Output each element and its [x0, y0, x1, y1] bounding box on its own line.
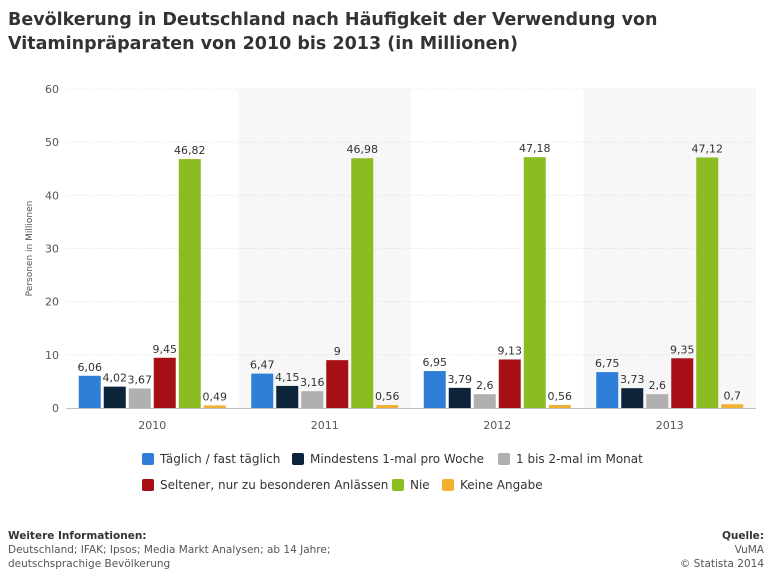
bar	[498, 359, 521, 408]
bar	[448, 387, 471, 408]
bar	[671, 358, 694, 408]
data-label: 2,6	[649, 379, 667, 392]
legend-label: Keine Angabe	[460, 478, 543, 492]
bar	[351, 158, 374, 408]
x-tick-label: 2013	[656, 419, 684, 432]
data-label: 0,56	[548, 390, 573, 403]
bar	[276, 385, 299, 408]
data-label: 3,67	[128, 373, 153, 386]
data-label: 6,06	[78, 361, 103, 374]
legend-item[interactable]: 1 bis 2-mal im Monat	[498, 452, 643, 466]
legend-item[interactable]: Täglich / fast täglich	[142, 452, 280, 466]
bars	[78, 157, 744, 408]
data-label: 46,98	[347, 143, 379, 156]
data-label: 4,15	[275, 371, 300, 384]
y-tick-label: 60	[45, 83, 59, 96]
bar	[251, 373, 274, 408]
data-label: 2,6	[476, 379, 494, 392]
info-heading: Weitere Informationen:	[8, 530, 147, 542]
bar	[596, 372, 619, 408]
bar	[721, 404, 744, 408]
y-tick-label: 30	[45, 243, 59, 256]
info-line-1: Deutschland; IFAK; Ipsos; Media Markt An…	[8, 544, 331, 556]
data-label: 9	[334, 345, 341, 358]
x-tick-label: 2011	[311, 419, 339, 432]
bar	[301, 391, 324, 408]
legend-label: Nie	[410, 478, 430, 492]
legend-label: Täglich / fast täglich	[160, 452, 281, 466]
data-label: 0,56	[375, 390, 400, 403]
bar	[423, 371, 446, 408]
bar	[78, 375, 101, 408]
data-label: 6,75	[595, 357, 620, 370]
legend-item[interactable]: Seltener, nur zu besonderen Anlässen	[142, 478, 388, 492]
data-label: 47,12	[692, 142, 724, 155]
data-label: 6,47	[250, 359, 275, 372]
y-tick-label: 40	[45, 189, 59, 202]
legend-label: 1 bis 2-mal im Monat	[516, 452, 643, 466]
bar	[128, 388, 151, 408]
legend-swatch	[142, 453, 154, 465]
y-tick-label: 0	[52, 402, 59, 415]
source-heading: Quelle:	[721, 530, 764, 542]
legend-item[interactable]: Nie	[392, 478, 430, 492]
legend-swatch	[392, 479, 404, 491]
legend-label: Mindestens 1-mal pro Woche	[310, 452, 484, 466]
bar	[103, 386, 126, 408]
bar	[376, 405, 399, 408]
data-labels: 6,064,02 3,67 9,45 46,82 0,49 6,474,15 3,16 9 46…	[78, 142, 742, 403]
y-axis-ticks: 0 10 20 30 40 50 60	[45, 83, 59, 415]
bar	[523, 157, 546, 408]
bar	[326, 360, 349, 408]
data-label: 3,73	[620, 373, 645, 386]
info-line-2: deutschsprachige Bevölkerung	[8, 558, 171, 570]
bar	[646, 394, 669, 408]
bar	[178, 159, 201, 408]
bar	[621, 388, 644, 408]
data-label: 9,35	[670, 343, 695, 356]
legend-swatch	[292, 453, 304, 465]
data-label: 3,16	[300, 376, 325, 389]
bar	[203, 405, 226, 408]
legend-swatch	[442, 479, 454, 491]
data-label: 9,13	[498, 344, 523, 357]
legend-swatch	[142, 479, 154, 491]
footer-info: Weitere Informationen: Deutschland; IFAK…	[8, 529, 330, 571]
legend-item[interactable]: Keine Angabe	[442, 478, 543, 492]
data-label: 4,02	[103, 372, 128, 385]
legend-label: Seltener, nur zu besonderen Anlässen	[160, 478, 389, 492]
footer-source: Quelle: VuMA © Statista 2014	[680, 529, 764, 571]
data-label: 6,95	[423, 356, 448, 369]
data-label: 46,82	[174, 144, 206, 157]
data-label: 0,7	[724, 389, 742, 402]
bar-chart: 0 10 20 30 40 50 60 Personen in Millionen 6,06…	[25, 83, 756, 432]
x-axis-ticks: 2010 2011 2012 2013	[138, 419, 684, 432]
legend-swatch	[498, 453, 510, 465]
legend-item[interactable]: Mindestens 1-mal pro Woche	[292, 452, 484, 466]
data-label: 9,45	[153, 343, 178, 356]
y-tick-label: 20	[45, 296, 59, 309]
source-name: VuMA	[734, 544, 764, 556]
data-label: 0,49	[203, 390, 228, 403]
copyright: © Statista 2014	[679, 558, 764, 570]
x-tick-label: 2010	[138, 419, 166, 432]
bar	[473, 394, 496, 408]
y-tick-label: 10	[45, 349, 59, 362]
y-axis-label: Personen in Millionen	[25, 201, 35, 297]
data-label: 47,18	[519, 142, 551, 155]
data-label: 3,79	[448, 373, 473, 386]
x-tick-label: 2012	[483, 419, 511, 432]
chart-title: Bevölkerung in Deutschland nach Häufigke…	[8, 10, 658, 54]
y-tick-label: 50	[45, 136, 59, 149]
bar	[548, 405, 571, 408]
bar	[153, 357, 176, 408]
bar	[696, 157, 719, 408]
